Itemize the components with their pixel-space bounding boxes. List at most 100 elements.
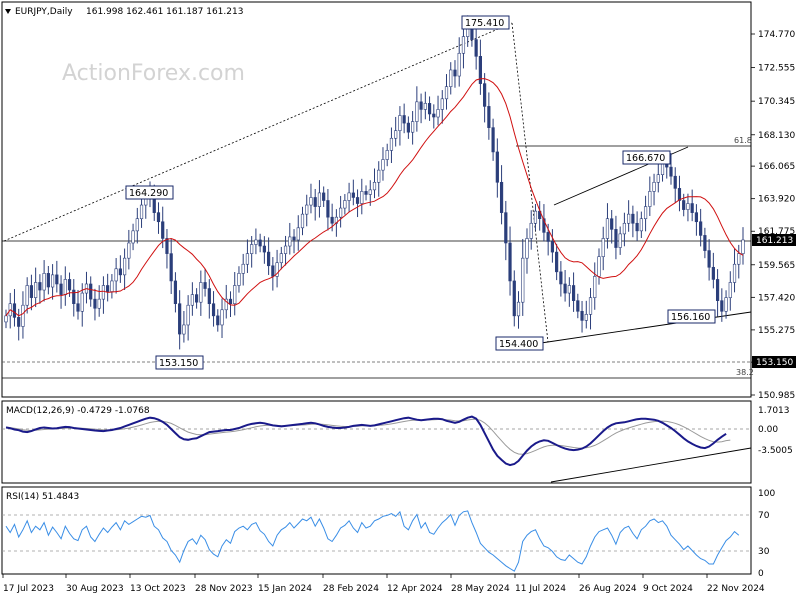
label-box-low3: [155, 355, 204, 370]
candle-body: [343, 200, 347, 209]
candle-body: [724, 297, 728, 312]
candle-body: [491, 127, 495, 153]
candle-body: [711, 266, 715, 280]
dotted-drop-line: [511, 22, 549, 343]
candle-body: [173, 280, 178, 305]
candle-body: [648, 191, 652, 207]
candle-body: [377, 169, 381, 183]
macd-panel: MACD(12,26,9) -0.4729 -1.0768 1.7013 0.0…: [1, 400, 793, 484]
candle-body: [652, 181, 656, 192]
candle-body: [326, 200, 330, 218]
candle-body: [347, 192, 351, 201]
candle-body: [59, 283, 63, 295]
candle-body: [186, 304, 190, 326]
candle-body: [97, 298, 101, 309]
candle-body: [161, 221, 165, 239]
candle-body: [542, 218, 546, 233]
candle-body: [254, 239, 258, 245]
label-swing1: 164.290: [129, 188, 168, 199]
candle-body: [156, 212, 161, 223]
candle-body: [228, 298, 233, 305]
candle-body: [622, 222, 627, 235]
macd-line: [5, 415, 727, 467]
candle-body: [12, 303, 17, 318]
last-price-tag: [752, 234, 796, 246]
candle-body: [292, 236, 296, 241]
candle-body: [682, 200, 686, 210]
support-price-text: 153.150: [756, 358, 793, 368]
candle-body: [737, 253, 741, 265]
candle-body: [406, 122, 410, 133]
candle-body: [643, 206, 648, 220]
ohlc-readout: 161.998 162.461 161.187 161.213: [86, 7, 243, 17]
candle-body: [127, 242, 131, 259]
candle-body: [686, 203, 690, 210]
reference-lines: [2, 22, 752, 379]
rsi-tick-0: 0: [758, 569, 764, 579]
macd-tick-zero: 0.00: [758, 425, 778, 435]
candle-body: [250, 244, 254, 254]
x-tick-label: 11 Jul 2024: [515, 584, 566, 594]
candle-body: [483, 83, 487, 107]
price-tick-label: 174.770: [758, 30, 795, 40]
label-box-swing1: [125, 185, 174, 200]
candle-body: [614, 229, 618, 248]
candle-body: [525, 238, 529, 259]
moving-average-line: [5, 78, 744, 317]
fib-382-label: 38.2: [736, 368, 754, 377]
candle-body: [275, 262, 279, 277]
candle-body: [211, 303, 216, 317]
candle-body: [699, 221, 703, 236]
candle-body: [571, 285, 576, 301]
candle-body: [178, 303, 182, 335]
x-tick-label: 26 Aug 2024: [579, 584, 637, 594]
candle-body: [237, 273, 241, 286]
candle-body: [385, 150, 389, 160]
candle-body: [101, 285, 106, 300]
candle-body: [381, 159, 385, 171]
candle-body: [389, 137, 394, 151]
dotted-trend-line: [3, 22, 513, 242]
candle-body: [267, 251, 271, 267]
macd-panel-frame: [1, 400, 752, 484]
candle-body: [207, 288, 211, 305]
candle-body: [618, 233, 622, 248]
candle-body: [728, 282, 732, 298]
candle-body: [631, 213, 635, 224]
candle-body: [411, 121, 415, 133]
candle-body: [80, 292, 84, 312]
candle-body: [122, 257, 127, 276]
candle-body: [330, 216, 334, 224]
label-box-high: [461, 15, 510, 30]
candle-body: [262, 245, 266, 253]
candle-body: [25, 285, 29, 306]
candle-body: [21, 304, 25, 327]
candle-body: [694, 212, 699, 223]
candle-body: [415, 101, 419, 122]
candle-body: [55, 274, 59, 285]
candle-body: [394, 130, 398, 139]
candle-body: [673, 175, 677, 189]
candle-body: [703, 235, 707, 251]
candle-body: [516, 301, 521, 317]
x-tick-label: 28 Nov 2023: [195, 584, 253, 594]
candle-body: [199, 282, 203, 303]
candle-body: [580, 310, 584, 321]
candle-body: [584, 314, 588, 321]
support-price-tag: [752, 356, 796, 368]
candle-body: [508, 242, 512, 282]
label-low3: 153.150: [159, 358, 198, 369]
candle-body: [29, 285, 34, 298]
rsi-tick-70: 70: [758, 511, 770, 521]
candle-body: [656, 174, 660, 183]
rsi-line: [5, 510, 740, 572]
x-tick-label: 30 Aug 2023: [66, 584, 124, 594]
candle-body: [224, 298, 228, 311]
x-tick-label: 28 May 2024: [451, 584, 510, 594]
candle-body: [567, 285, 571, 294]
collapse-arrow-icon[interactable]: [5, 9, 11, 14]
candle-body: [487, 106, 491, 128]
x-tick-label: 17 Jul 2023: [3, 584, 54, 594]
candle-body: [46, 273, 50, 288]
